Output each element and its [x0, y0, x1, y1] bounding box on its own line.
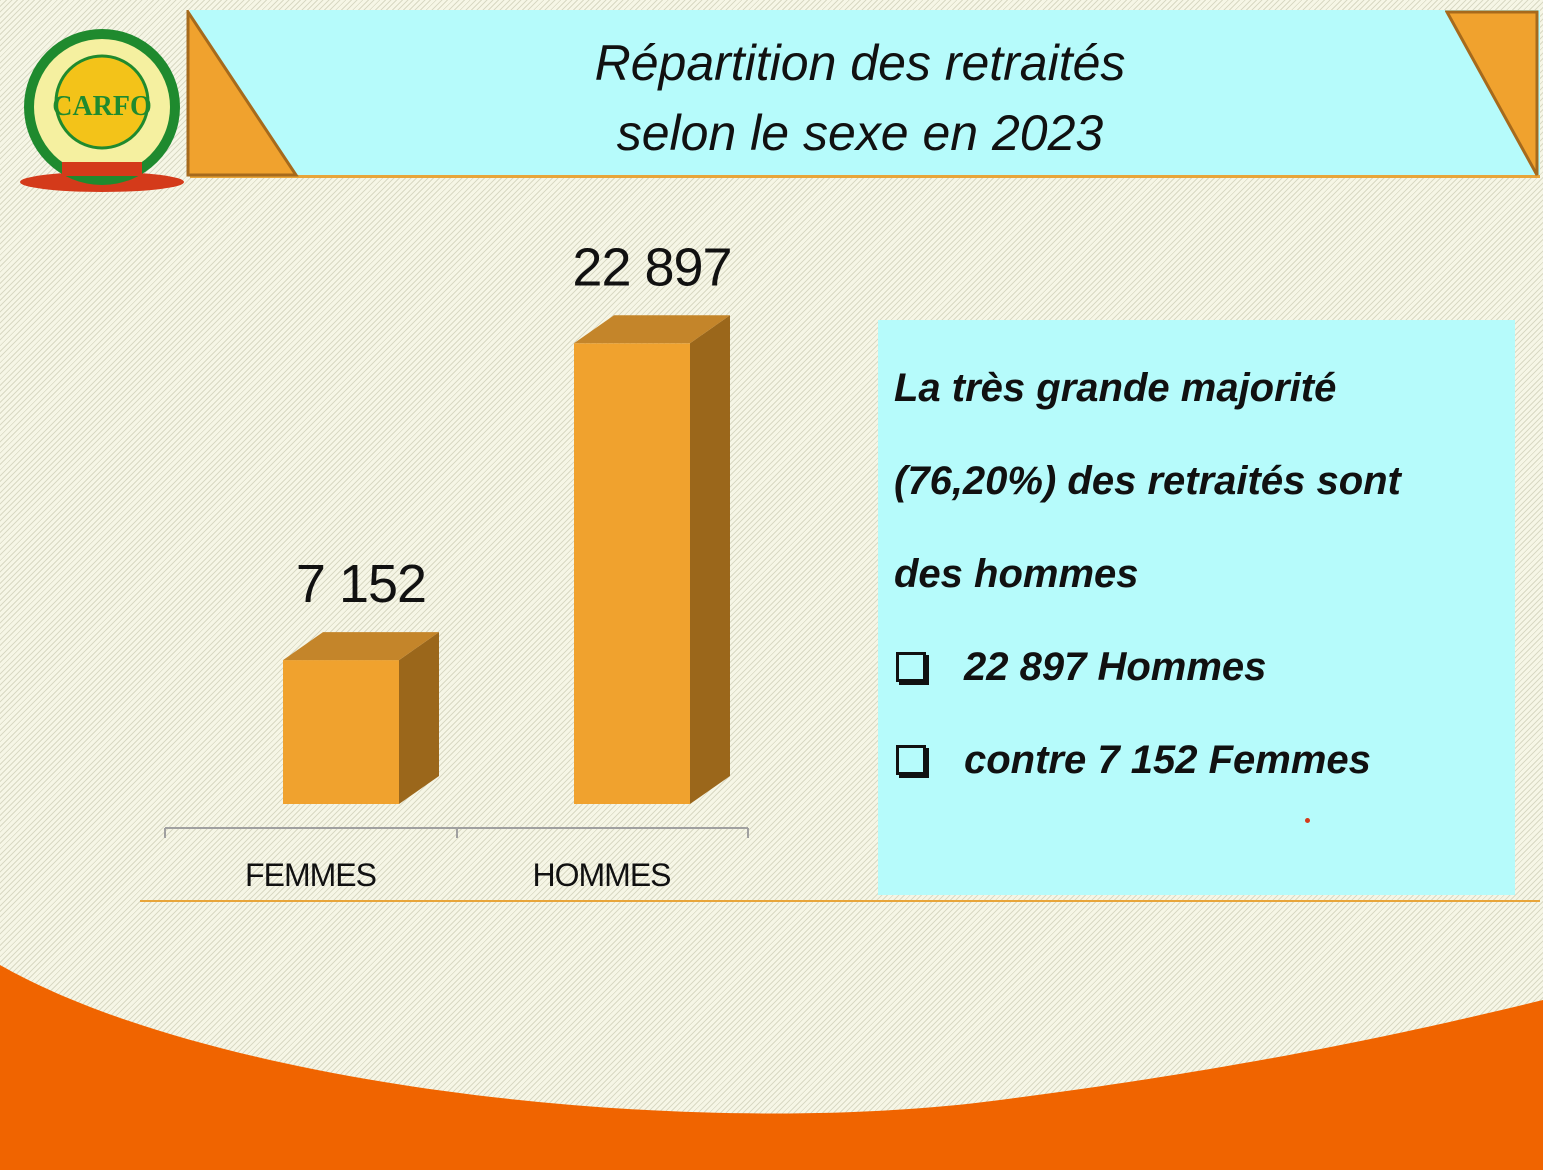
info-box: La très grande majorité (76,20%) des ret…	[878, 320, 1515, 895]
data-label-femmes: 7 152	[296, 554, 426, 614]
bar-hommes	[574, 315, 730, 804]
category-label-hommes: HOMMES	[533, 857, 671, 893]
info-line-2: (76,20%) des retraités sont	[894, 459, 1401, 503]
header-right-triangle	[1445, 10, 1539, 176]
bullet-item-femmes: contre 7 152 Femmes	[894, 714, 1499, 807]
carfo-logo: CARFO	[20, 29, 184, 192]
bar-femmes	[283, 632, 439, 804]
logo-text: CARFO	[52, 91, 152, 122]
title-line-2: selon le sexe en 2023	[616, 105, 1104, 161]
x-axis	[164, 827, 749, 838]
bullet-text-hommes: 22 897 Hommes	[964, 645, 1267, 689]
bar-top	[283, 632, 439, 661]
bar-front	[574, 343, 690, 804]
category-label-femmes: FEMMES	[245, 857, 376, 893]
page-title: Répartition des retraités selon le sexe …	[330, 28, 1390, 168]
bar-side	[690, 315, 730, 804]
title-line-1: Répartition des retraités	[594, 35, 1126, 91]
square-checkbox-icon	[896, 652, 926, 682]
bullet-text-femmes: contre 7 152 Femmes	[964, 738, 1371, 782]
separator-line	[140, 900, 1540, 902]
info-line-1: La très grande majorité	[894, 366, 1337, 410]
header-left-triangle	[186, 10, 299, 177]
bar-front	[283, 660, 399, 804]
data-label-hommes: 22 897	[572, 237, 731, 297]
bar-top	[574, 315, 730, 344]
bullet-item-hommes: 22 897 Hommes	[894, 621, 1499, 714]
header-band	[190, 10, 1540, 178]
bar-side	[399, 632, 439, 804]
red-dot	[1305, 818, 1310, 823]
info-line-3: des hommes	[894, 552, 1139, 596]
square-checkbox-icon	[896, 745, 926, 775]
